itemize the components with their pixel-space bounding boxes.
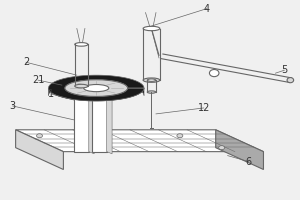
Ellipse shape	[143, 78, 160, 82]
Polygon shape	[92, 96, 107, 152]
Polygon shape	[16, 130, 263, 152]
Polygon shape	[89, 96, 94, 154]
Circle shape	[37, 134, 43, 138]
Text: 5: 5	[281, 65, 287, 75]
Polygon shape	[216, 130, 263, 170]
Ellipse shape	[147, 91, 156, 93]
Circle shape	[177, 134, 183, 138]
Ellipse shape	[287, 78, 294, 83]
Polygon shape	[49, 83, 144, 101]
Ellipse shape	[143, 26, 160, 31]
Text: 3: 3	[10, 101, 16, 111]
Ellipse shape	[75, 43, 88, 46]
Text: 12: 12	[198, 103, 210, 113]
Circle shape	[219, 146, 225, 150]
Ellipse shape	[84, 85, 109, 92]
Polygon shape	[74, 96, 89, 152]
Text: 2: 2	[23, 57, 29, 67]
Polygon shape	[107, 96, 112, 154]
Ellipse shape	[75, 84, 88, 88]
Polygon shape	[65, 87, 128, 96]
Text: 21: 21	[32, 75, 44, 85]
Text: 6: 6	[245, 157, 252, 167]
Polygon shape	[49, 75, 144, 101]
Polygon shape	[16, 130, 63, 170]
Ellipse shape	[147, 79, 156, 81]
Ellipse shape	[65, 80, 128, 96]
Text: 1: 1	[48, 89, 55, 99]
Text: 4: 4	[204, 4, 210, 14]
Ellipse shape	[209, 69, 219, 77]
